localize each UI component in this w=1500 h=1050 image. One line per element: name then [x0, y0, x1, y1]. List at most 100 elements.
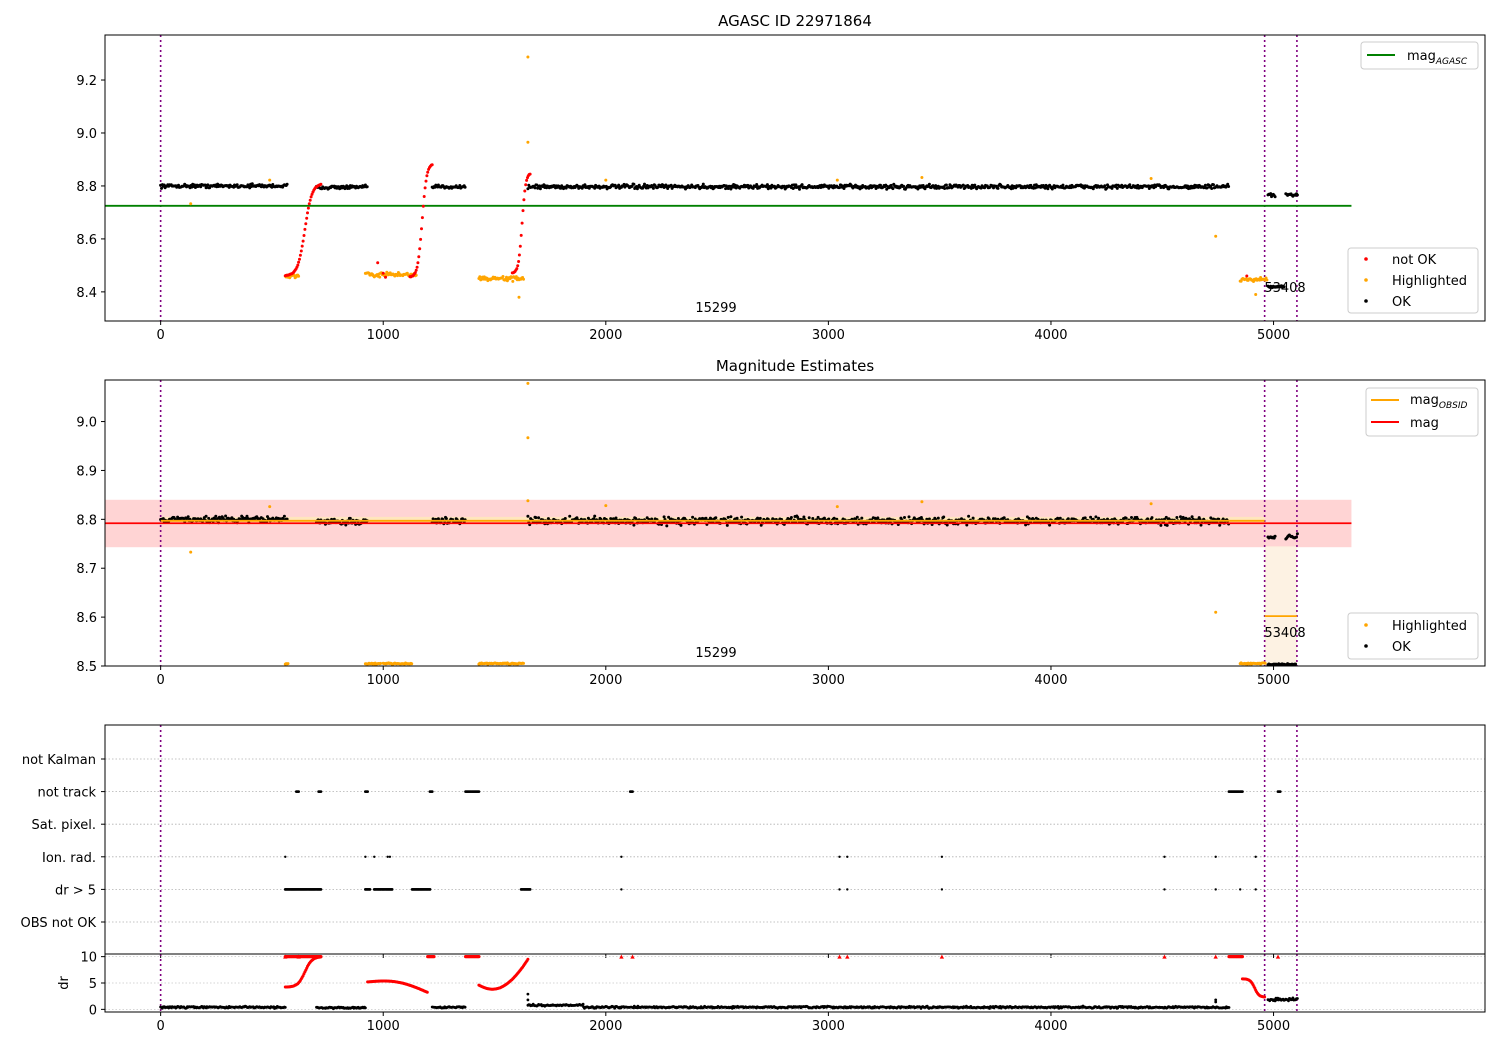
point-not-ok — [425, 174, 429, 178]
point-ok — [726, 187, 730, 190]
point-ok — [1136, 183, 1140, 187]
point-not-ok — [517, 253, 521, 257]
x-tick-label-5000: 5000 — [1257, 673, 1290, 688]
point-ok — [765, 185, 768, 189]
point-late — [1287, 999, 1290, 1003]
point-ok — [945, 523, 949, 527]
annotation-15299-top: 15299 — [695, 301, 736, 316]
flag-point — [1163, 888, 1166, 891]
point-not-ok — [301, 239, 305, 243]
point-clipped — [319, 955, 323, 959]
point-ok — [789, 516, 793, 519]
point-ok — [1024, 523, 1028, 527]
point-ok — [965, 523, 969, 527]
point-ok — [860, 516, 864, 520]
panel-mag-frame — [104, 379, 1486, 667]
point-highlighted — [286, 662, 290, 666]
point-not-ok — [298, 253, 302, 257]
legend-ok: OK — [1392, 295, 1411, 310]
point-late — [1291, 996, 1295, 1000]
point-ok — [583, 183, 587, 187]
point-highlighted — [1214, 234, 1218, 238]
point-ok — [444, 517, 448, 521]
point-clipped — [477, 955, 481, 959]
x-tick-label-1000: 1000 — [367, 1019, 400, 1034]
y-tick-label-10: 10 — [80, 951, 97, 966]
point-ok — [651, 186, 655, 190]
point-ok — [691, 515, 695, 519]
flag-point — [528, 888, 532, 891]
x-tick-label-5000: 5000 — [1257, 328, 1290, 343]
flag-point — [620, 888, 623, 891]
legend-agasc: magAGASC — [1360, 41, 1479, 70]
point-not-ok — [303, 227, 307, 231]
legend-highlighted-mid: Highlighted — [1392, 619, 1467, 634]
y-tick-label-8.6: 8.6 — [76, 611, 97, 626]
point-not-ok — [425, 990, 429, 994]
point-ok — [1218, 523, 1222, 527]
point-ok — [538, 187, 542, 191]
point-ok — [1048, 523, 1052, 527]
point-ok — [729, 187, 733, 191]
legend-mag-sub: AGASC — [1435, 57, 1468, 67]
legend-not-ok: not OK — [1392, 253, 1437, 268]
point-ok — [765, 183, 769, 187]
point-highlighted — [268, 505, 272, 509]
point-ok — [526, 992, 530, 996]
point-ok — [431, 517, 435, 521]
point-overflow-marker — [630, 954, 635, 959]
point-ok — [796, 515, 800, 519]
point-highlighted — [1263, 661, 1267, 665]
flag-point — [373, 855, 376, 858]
x-tick-label-5000: 5000 — [1257, 1019, 1290, 1034]
annotation-53408-mid: 53408 — [1264, 626, 1305, 641]
point-not-ok — [304, 222, 308, 226]
point-highlighted — [1149, 502, 1153, 506]
band — [1264, 546, 1297, 666]
annotation-15299-mid: 15299 — [695, 646, 736, 661]
point-ok — [364, 1006, 367, 1010]
point-highlighted — [410, 662, 414, 666]
legend-mag-main: mag — [1407, 49, 1436, 64]
svg-text:magOBSID: magOBSID — [1410, 393, 1468, 411]
point-highlighted — [511, 279, 515, 283]
point-ok — [807, 516, 811, 520]
point-ok — [632, 182, 636, 186]
point-not-ok — [524, 183, 528, 187]
point-ok — [811, 517, 815, 520]
y-tick-label-8.9: 8.9 — [76, 464, 97, 479]
flag-point — [319, 790, 323, 793]
flag-point — [1214, 855, 1217, 858]
panel-agasc-ticks: 0 1000 2000 3000 4000 5000 8.4 8.6 8.8 9.0 9.2 — [76, 74, 1290, 343]
point-ok — [546, 517, 550, 521]
point-ok — [206, 183, 210, 187]
point-ok — [1066, 517, 1070, 521]
point-ok — [1106, 517, 1109, 521]
panel-mag-ticks: 0 1000 2000 3000 4000 5000 8.5 8.6 8.7 8.8 8.9 9.0 — [76, 416, 1290, 688]
point-ok — [726, 515, 730, 519]
point-ok — [943, 187, 947, 190]
flag-point — [319, 888, 323, 891]
flag-point — [1254, 888, 1257, 891]
point-ok — [1273, 534, 1277, 538]
point-ok — [564, 186, 568, 190]
point-ok — [709, 517, 713, 521]
point-ok — [944, 183, 948, 187]
point-ok — [1128, 183, 1132, 187]
point-not-ok — [305, 216, 309, 220]
point-not-ok — [384, 275, 387, 279]
point-not-ok — [306, 211, 309, 215]
point-ok — [1179, 515, 1182, 519]
point-highlighted — [501, 275, 505, 278]
point-ok — [1089, 515, 1093, 519]
panel-agasc-title: AGASC ID 22971864 — [718, 12, 872, 30]
flag-point — [631, 790, 634, 793]
x-tick-label-2000: 2000 — [589, 328, 622, 343]
point-ok — [1115, 186, 1119, 190]
point-highlighted — [297, 274, 301, 278]
point-ok — [902, 184, 906, 188]
point-ok — [1294, 662, 1298, 666]
point-not-ok — [309, 195, 313, 199]
point-ok — [1199, 523, 1203, 527]
